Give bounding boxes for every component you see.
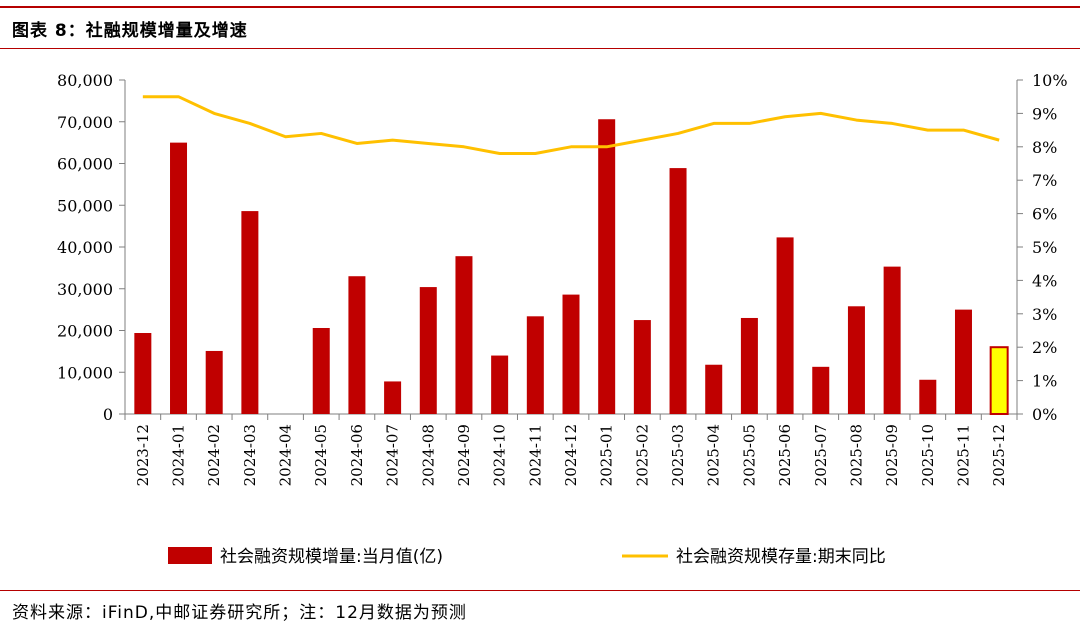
- bar: [134, 333, 152, 414]
- x-tick-label: 2025-12: [990, 424, 1008, 486]
- x-tick-label: 2024-09: [455, 424, 473, 486]
- x-tick-label: 2024-03: [241, 424, 259, 486]
- x-tick-label: 2024-07: [384, 424, 402, 486]
- x-tick-label: 2024-01: [170, 424, 188, 486]
- bar: [455, 256, 473, 414]
- bar: [883, 266, 901, 414]
- left-tick-label: 30,000: [57, 280, 113, 299]
- bar: [348, 276, 366, 414]
- x-tick-label: 2024-06: [348, 424, 366, 486]
- bar: [669, 168, 687, 414]
- growth-line: [142, 95, 1000, 155]
- x-axis: 2023-12 2024-01 2024-02 2024-03 2024-04 2024-…: [124, 413, 1018, 486]
- right-tick-label: 1%: [1032, 372, 1057, 391]
- source-divider: [0, 590, 1080, 591]
- left-tick-label: 60,000: [57, 155, 113, 174]
- x-tick-label: 2025-08: [847, 424, 865, 486]
- bar: [205, 350, 223, 414]
- x-tick-label: 2024-02: [205, 424, 223, 486]
- x-tick-label: 2024-12: [562, 424, 580, 486]
- bar: [384, 381, 402, 414]
- x-tick-label: 2024-11: [526, 424, 544, 486]
- x-tick-label: 2025-01: [598, 424, 616, 486]
- x-tick-label: 2025-03: [669, 424, 687, 486]
- bar: [633, 320, 651, 414]
- bar: [170, 142, 188, 414]
- figure-title: 图表 8：社融规模增量及增速: [12, 21, 248, 41]
- bar: [526, 316, 544, 414]
- left-tick-label: 10,000: [57, 363, 113, 382]
- bar: [598, 119, 616, 415]
- title-divider: [0, 48, 1080, 49]
- bar-series: [134, 119, 1009, 416]
- right-tick-label: 7%: [1032, 171, 1057, 190]
- right-y-axis: 0% 1% 2% 3% 4% 5% 6% 7% 8% 9% 10%: [1016, 71, 1068, 424]
- x-tick-label: 2025-10: [919, 424, 937, 486]
- right-tick-label: 0%: [1032, 405, 1057, 424]
- line-series: [142, 95, 1000, 155]
- top-border: [0, 6, 1080, 8]
- left-y-axis: 0 10,000 20,000 30,000 40,000 50,000 60,000 70,…: [57, 71, 126, 424]
- left-tick-label: 0: [103, 405, 113, 424]
- legend-bar-label: 社会融资规模增量:当月值(亿): [220, 547, 443, 567]
- right-tick-label: 2%: [1032, 338, 1057, 357]
- x-tick-label: 2024-04: [277, 424, 295, 486]
- bar: [954, 309, 972, 414]
- x-tick-label: 2025-02: [633, 424, 651, 486]
- bar: [812, 366, 830, 414]
- x-tick-label: 2024-08: [419, 424, 437, 486]
- bar: [740, 317, 758, 414]
- left-tick-label: 80,000: [57, 71, 113, 90]
- bar: [312, 327, 330, 414]
- legend: 社会融资规模增量:当月值(亿) 社会融资规模存量:期末同比: [168, 547, 886, 567]
- left-tick-label: 20,000: [57, 322, 113, 341]
- right-tick-label: 3%: [1032, 305, 1057, 324]
- left-tick-label: 70,000: [57, 113, 113, 132]
- right-tick-label: 9%: [1032, 104, 1057, 123]
- bar: [705, 364, 723, 414]
- bar: [562, 294, 580, 414]
- x-tick-label: 2023-12: [134, 424, 152, 486]
- bar: [919, 379, 937, 414]
- legend-bar-swatch: [168, 547, 212, 564]
- right-tick-label: 6%: [1032, 205, 1057, 224]
- x-tick-label: 2025-05: [740, 424, 758, 486]
- x-tick-label: 2024-05: [312, 424, 330, 486]
- left-tick-label: 40,000: [57, 238, 113, 257]
- x-tick-label: 2025-11: [954, 424, 972, 486]
- right-tick-label: 8%: [1032, 138, 1057, 157]
- bar: [847, 306, 865, 414]
- x-tick-label: 2024-10: [491, 424, 509, 486]
- right-tick-label: 10%: [1032, 71, 1068, 90]
- bar: [776, 237, 794, 414]
- x-tick-label: 2025-07: [812, 424, 830, 486]
- x-tick-label: 2025-09: [883, 424, 901, 486]
- x-tick-label: 2025-06: [776, 424, 794, 486]
- legend-line-label: 社会融资规模存量:期末同比: [676, 547, 886, 567]
- left-tick-label: 50,000: [57, 196, 113, 215]
- source-note: 资料来源：iFinD,中邮证券研究所；注：12月数据为预测: [12, 603, 467, 623]
- right-tick-label: 5%: [1032, 238, 1057, 257]
- bar: [419, 287, 437, 414]
- bar-forecast: [989, 346, 1009, 416]
- bar: [241, 211, 259, 414]
- chart-area: 0 10,000 20,000 30,000 40,000 50,000 60,000 70,…: [57, 71, 1068, 567]
- right-tick-label: 4%: [1032, 271, 1057, 290]
- bar: [491, 355, 509, 414]
- x-tick-label: 2025-04: [705, 424, 723, 486]
